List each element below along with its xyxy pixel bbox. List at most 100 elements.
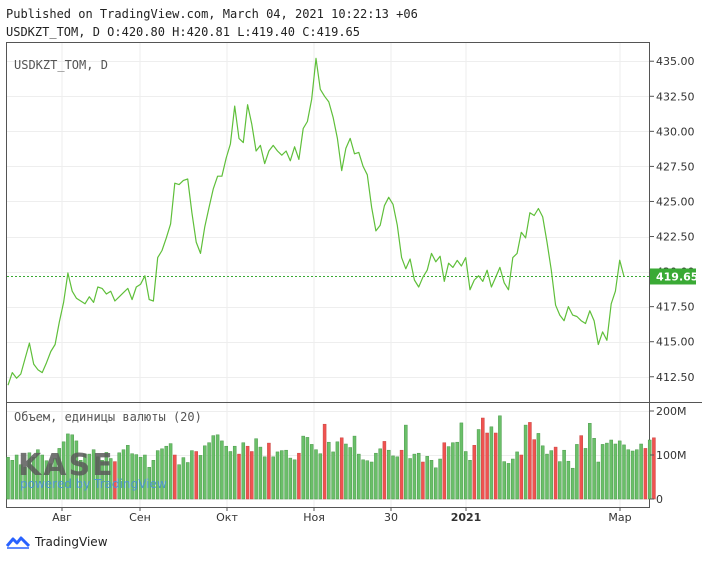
volume-bar [536, 433, 541, 500]
volume-bar [442, 442, 447, 500]
volume-bar [130, 453, 134, 500]
volume-bar [472, 445, 477, 500]
volume-bar [44, 460, 49, 500]
volume-bar [177, 464, 181, 500]
x-tick-label: Авг [52, 511, 72, 524]
volume-bar [626, 449, 631, 500]
volume-bar [425, 456, 429, 500]
volume-bar [275, 451, 280, 500]
x-tick-label: Сен [129, 511, 151, 524]
volume-bar [528, 422, 532, 500]
volume-bar [151, 460, 156, 500]
volume-bar [207, 442, 211, 500]
volume-bar [386, 449, 391, 500]
volume-bar [429, 460, 434, 500]
volume-bar [271, 456, 275, 500]
volume-bar [138, 456, 143, 500]
volume-bar [365, 460, 370, 500]
volume-bar [250, 451, 254, 500]
volume-bar [506, 463, 511, 500]
volume-bar [224, 445, 228, 500]
volume-bar [126, 445, 130, 500]
volume-bar [549, 450, 554, 500]
volume-bar [540, 445, 545, 500]
plot-frame [6, 42, 650, 508]
volume-bar [36, 449, 40, 500]
volume-bar [515, 451, 519, 500]
volume-bar [113, 461, 117, 500]
volume-bar [455, 441, 459, 500]
volume-bar [288, 457, 293, 500]
volume-bar [27, 452, 32, 500]
volume-bar [344, 443, 348, 500]
volume-bar [14, 454, 19, 500]
y-tick-label: 422.50 [656, 231, 695, 244]
y-tick-label: 417.50 [656, 301, 695, 314]
volume-bar [416, 452, 421, 500]
volume-y-tick-label: 0 [656, 493, 663, 506]
volume-bar [190, 450, 194, 500]
volume-bar [74, 440, 79, 500]
volume-y-tick-label: 200M [656, 405, 687, 418]
volume-bar [485, 432, 489, 500]
tradingview-brand: TradingView [35, 535, 108, 549]
volume-bar [6, 456, 10, 500]
volume-bar [361, 459, 365, 500]
volume-bar [421, 461, 425, 500]
volume-bar [108, 458, 113, 500]
volume-bar [459, 422, 464, 500]
last-price-badge [650, 268, 696, 285]
volume-bar [228, 451, 233, 500]
volume-bar [652, 437, 656, 500]
volume-bar [194, 451, 198, 500]
volume-bar [301, 435, 305, 500]
tradingview-footer[interactable]: TradingView [6, 535, 108, 549]
volume-bar [558, 461, 562, 500]
y-tick-label: 415.00 [656, 336, 695, 349]
volume-bar [523, 424, 528, 500]
x-tick-label: Окт [216, 511, 238, 524]
volume-bar [630, 450, 635, 500]
volume-bar [87, 453, 92, 500]
volume-bar [348, 447, 352, 500]
volume-bar [446, 446, 451, 500]
price-pane: USDKZT_TOM, D [7, 57, 650, 386]
volume-bar [155, 450, 160, 500]
volume-bar [117, 452, 121, 500]
volume-bar [519, 454, 524, 500]
tradingview-logo-icon [6, 536, 30, 549]
last-price-label: 419.65 [656, 270, 698, 283]
volume-bar [570, 467, 575, 500]
y-tick-label: 425.00 [656, 195, 695, 208]
kase-logo-text: KASE [18, 448, 115, 483]
volume-bar [575, 444, 579, 500]
volume-bar [391, 455, 395, 500]
volume-bar [412, 453, 417, 500]
volume-bar [489, 426, 494, 500]
volume-bar [241, 442, 246, 500]
volume-bar [61, 441, 66, 500]
volume-bar [53, 458, 57, 500]
volume-bar [639, 443, 643, 500]
volume-bar [322, 423, 327, 500]
volume-bar [254, 438, 258, 500]
powered-by-text: powered by TradingView [20, 477, 167, 491]
volume-bar [374, 452, 378, 500]
volume-bar [553, 446, 558, 500]
volume-bar [31, 456, 36, 500]
grid [7, 43, 649, 507]
volume-bar [160, 448, 164, 500]
volume-bar [211, 435, 216, 500]
volume-bar [70, 434, 74, 500]
volume-bar [297, 452, 301, 500]
volume-bar [23, 467, 27, 500]
volume-bar [545, 453, 549, 500]
volume-bar [502, 461, 506, 500]
volume-bar [617, 440, 622, 500]
volume-bar [395, 456, 400, 500]
volume-bar [635, 449, 639, 500]
volume-bar [434, 467, 438, 500]
volume-bar [78, 460, 83, 500]
volume-bar [339, 437, 344, 500]
